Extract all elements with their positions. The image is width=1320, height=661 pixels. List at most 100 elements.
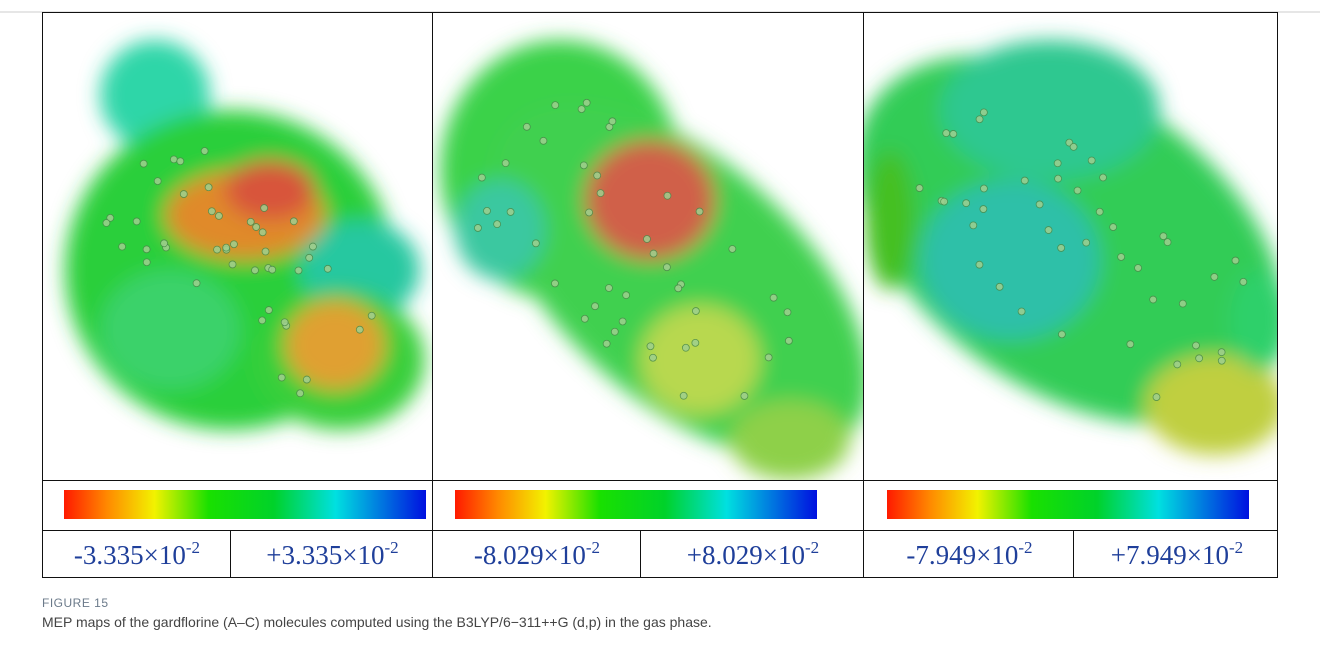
atom [551, 280, 558, 287]
atom [1018, 308, 1025, 315]
atom [603, 340, 610, 347]
atom [950, 130, 957, 137]
atom [578, 106, 585, 113]
atom [1045, 227, 1052, 234]
atom [215, 212, 222, 219]
atom [664, 192, 671, 199]
atom [1218, 349, 1225, 356]
atom [230, 241, 237, 248]
atom [133, 218, 140, 225]
atom [609, 118, 616, 125]
atom [177, 158, 184, 165]
atom [1127, 341, 1134, 348]
atom [140, 160, 147, 167]
atom [597, 190, 604, 197]
color-scale [887, 490, 1249, 519]
value-base: +8.029×10 [687, 540, 805, 570]
atom [278, 374, 285, 381]
atom [1160, 233, 1167, 240]
atom [692, 339, 699, 346]
value-exponent: -2 [586, 538, 600, 557]
atom [251, 267, 258, 274]
atom [532, 240, 539, 247]
color-scale [64, 490, 426, 519]
atom [1088, 157, 1095, 164]
atom [1118, 253, 1125, 260]
scale-value: +3.335×10-2 [266, 538, 398, 570]
atom [269, 266, 276, 273]
atom [1021, 177, 1028, 184]
value-exponent: -2 [1229, 538, 1243, 557]
scale-labels: -3.335×10-2+3.335×10-2-8.029×10-2+8.029×… [74, 538, 1243, 570]
atom [729, 245, 736, 252]
atom [143, 259, 150, 266]
value-base: +3.335×10 [266, 540, 384, 570]
atom [1070, 143, 1077, 150]
atom [1232, 257, 1239, 264]
atom [1150, 296, 1157, 303]
atom [970, 222, 977, 229]
mep-map-a [65, 40, 425, 430]
atom [356, 326, 363, 333]
atom [478, 174, 485, 181]
atom [494, 221, 501, 228]
atom [649, 354, 656, 361]
atom [540, 137, 547, 144]
atom [580, 162, 587, 169]
atom [483, 207, 490, 214]
atom [916, 185, 923, 192]
atom [680, 392, 687, 399]
atom [941, 198, 948, 205]
atom [619, 318, 626, 325]
atom [143, 246, 150, 253]
atom [1164, 239, 1171, 246]
atom [1054, 160, 1061, 167]
scale-value: -3.335×10-2 [74, 538, 200, 570]
atom [1036, 201, 1043, 208]
atom [259, 229, 266, 236]
atom [474, 224, 481, 231]
atom [1096, 208, 1103, 215]
atom [119, 243, 126, 250]
atom [1055, 175, 1062, 182]
atom [1074, 187, 1081, 194]
atom [154, 178, 161, 185]
mep-map-c [787, 0, 1320, 501]
atom [297, 390, 304, 397]
atom [696, 208, 703, 215]
atom [1135, 264, 1142, 271]
atom [784, 309, 791, 316]
atom [306, 254, 313, 261]
atom [161, 240, 168, 247]
scale-value: +8.029×10-2 [687, 538, 819, 570]
atom [324, 265, 331, 272]
scale-value: -8.029×10-2 [474, 538, 600, 570]
atom [1058, 331, 1065, 338]
atom [180, 191, 187, 198]
value-base: -7.949×10 [906, 540, 1018, 570]
atom [214, 246, 221, 253]
atom [1083, 239, 1090, 246]
atom [1218, 357, 1225, 364]
atom [1153, 394, 1160, 401]
atom [1058, 244, 1065, 251]
atom [611, 328, 618, 335]
atom [980, 185, 987, 192]
atom [996, 283, 1003, 290]
atom [692, 308, 699, 315]
atom [976, 116, 983, 123]
value-exponent: -2 [805, 538, 819, 557]
atom [980, 206, 987, 213]
atom [643, 236, 650, 243]
color-scale [455, 490, 817, 519]
atom [785, 337, 792, 344]
atom [675, 285, 682, 292]
atom [265, 307, 272, 314]
atom [623, 292, 630, 299]
atom [103, 220, 110, 227]
atom [583, 99, 590, 106]
atom [1211, 273, 1218, 280]
atom [259, 317, 266, 324]
atom [205, 184, 212, 191]
atom [201, 148, 208, 155]
